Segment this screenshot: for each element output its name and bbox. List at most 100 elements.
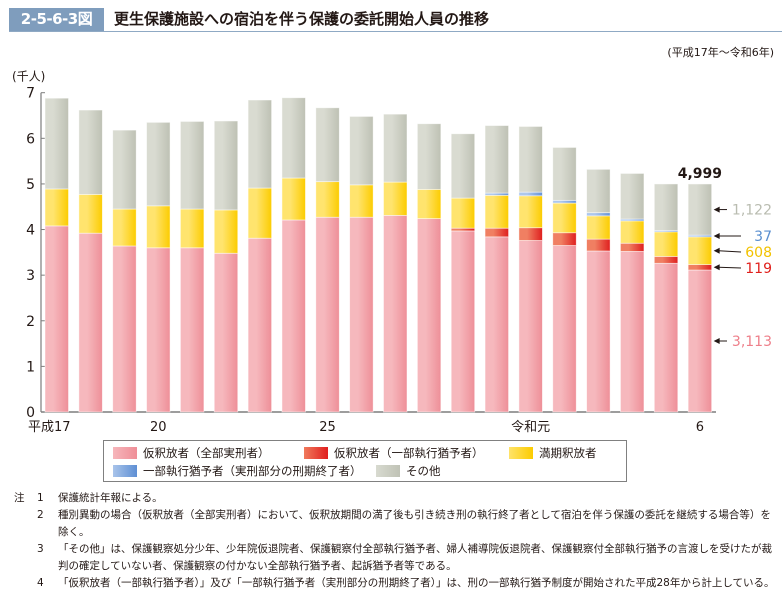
arrow-head-icon — [713, 206, 720, 213]
bar-segment — [552, 245, 577, 413]
legend-label: その他 — [406, 464, 441, 478]
bar-segment — [416, 189, 442, 219]
legend-label: 仮釈放者（一部執行猶予者） — [334, 446, 484, 460]
bar-segment — [213, 209, 239, 254]
bar-segment — [179, 121, 205, 210]
bar-stack — [416, 123, 442, 413]
bar-segment — [552, 232, 577, 246]
bar-segment — [281, 97, 306, 179]
bar-segment — [620, 242, 645, 252]
bar-segment — [146, 121, 171, 207]
y-tick-label: 5 — [26, 177, 35, 193]
bar-segment — [518, 191, 543, 197]
x-tick-label: 20 — [150, 420, 167, 435]
bar-segment — [653, 262, 679, 413]
bar-segment — [653, 256, 679, 264]
bar-stack — [213, 120, 239, 413]
bar-segment — [247, 99, 273, 189]
note-text: 「その他」は、保護観察処分少年、少年院仮退院者、保護観察付全部執行猶予者、婦人補… — [58, 543, 772, 572]
segment-value-label: 608 — [745, 245, 772, 261]
bar-segment — [349, 116, 374, 186]
notes: 注 1 保護統計年報による。 2 種別異動の場合（仮釈放者（全部実刑者）において… — [14, 490, 779, 592]
bar-segment — [518, 240, 543, 413]
bar-segment — [518, 126, 543, 193]
bar-segment — [146, 247, 171, 413]
bar-segment — [78, 109, 103, 195]
bar-segment — [484, 125, 509, 194]
bar-segment — [484, 236, 509, 413]
bar-stack — [146, 121, 171, 413]
legend-item-parole-partial: 仮釈放者（一部執行猶予者） — [304, 444, 484, 462]
bar-segment — [552, 199, 577, 204]
y-tick-label: 3 — [26, 268, 35, 284]
y-tick-label: 4 — [26, 223, 35, 239]
bar-segment — [146, 205, 171, 249]
figure-number-badge: 2-5-6-3図 — [9, 8, 104, 31]
bar-segment — [213, 252, 239, 413]
y-axis-label: (千人) — [12, 70, 45, 84]
note-text: 「仮釈放者（一部執行猶予者）」及び「一部執行猶予者（実刑部分の刑期終了者）」は、… — [58, 577, 775, 589]
bar-segment — [44, 188, 69, 227]
bar-stack — [552, 147, 577, 413]
arrow-head-icon — [713, 264, 720, 271]
bar-stack — [620, 173, 645, 413]
figure-title: 更生保護施設への宿泊を伴う保護の委託開始人員の推移 — [114, 10, 490, 28]
bar-segment — [281, 219, 306, 413]
bar-stack — [450, 133, 476, 413]
bar-segment — [383, 113, 408, 183]
note-text: 種別異動の場合（仮釈放者（全部実刑者）において、仮釈放期間の満了後も引き続き刑の… — [58, 509, 771, 538]
bar-segment — [450, 227, 476, 232]
bar-stack — [112, 129, 137, 413]
bar-segment — [653, 183, 679, 231]
bar-segment — [315, 216, 340, 413]
bar-segment — [179, 247, 205, 413]
legend-item-partial-suspension-completed: 一部執行猶予者（実刑部分の刑期終了者） — [113, 462, 362, 480]
bar-segment — [78, 194, 103, 234]
y-tick-label: 1 — [26, 359, 35, 375]
segment-value-label: 37 — [754, 229, 772, 245]
bar-segment — [213, 120, 239, 211]
bar-segment — [586, 215, 611, 240]
bar-segment — [349, 216, 374, 413]
bar-segment — [687, 236, 713, 265]
legend-swatch — [509, 447, 533, 459]
x-tick-label: 令和元 — [511, 420, 550, 435]
bar-segment — [315, 107, 340, 183]
y-tick-label: 0 — [26, 405, 35, 421]
bar-stack — [687, 183, 713, 413]
legend-label: 仮釈放者（全部実刑者） — [143, 446, 270, 460]
bar-segment — [112, 208, 137, 247]
bar-stack — [653, 183, 679, 413]
bar-segment — [620, 251, 645, 413]
bar-segment — [687, 183, 713, 236]
note-item: 4 「仮釈放者（一部執行猶予者）」及び「一部執行猶予者（実刑部分の刑期終了者）」… — [14, 575, 779, 592]
arrow-head-icon — [713, 338, 720, 345]
bar-stack — [484, 125, 509, 413]
bar-segment — [416, 123, 442, 190]
bar-stack — [518, 126, 543, 413]
segment-value-label: 3,113 — [732, 334, 772, 350]
legend-swatch — [113, 447, 137, 459]
bar-stack — [383, 113, 408, 413]
bar-segment — [620, 173, 645, 220]
total-label: 4,999 — [678, 166, 722, 182]
bar-segment — [687, 264, 713, 271]
bar-segment — [586, 238, 611, 252]
bar-segment — [450, 133, 476, 199]
note-number: 2 — [37, 509, 44, 521]
bar-stack — [315, 107, 340, 413]
bar-segment — [586, 212, 611, 217]
x-tick-label: 平成17 — [28, 420, 71, 435]
legend-swatch — [376, 465, 400, 477]
legend-label: 一部執行猶予者（実刑部分の刑期終了者） — [143, 464, 362, 478]
bar-stack — [281, 97, 306, 413]
figure-header: 2-5-6-3図 更生保護施設への宿泊を伴う保護の委託開始人員の推移 — [9, 8, 782, 32]
bar-segment — [450, 197, 476, 229]
note-item: 3 「その他」は、保護観察処分少年、少年院仮退院者、保護観察付全部執行猶予者、婦… — [14, 541, 779, 575]
bar-segment — [383, 181, 408, 216]
bar-segment — [44, 225, 69, 413]
arrow-head-icon — [713, 232, 720, 239]
bar-segment — [552, 202, 577, 234]
bar-segment — [620, 220, 645, 244]
